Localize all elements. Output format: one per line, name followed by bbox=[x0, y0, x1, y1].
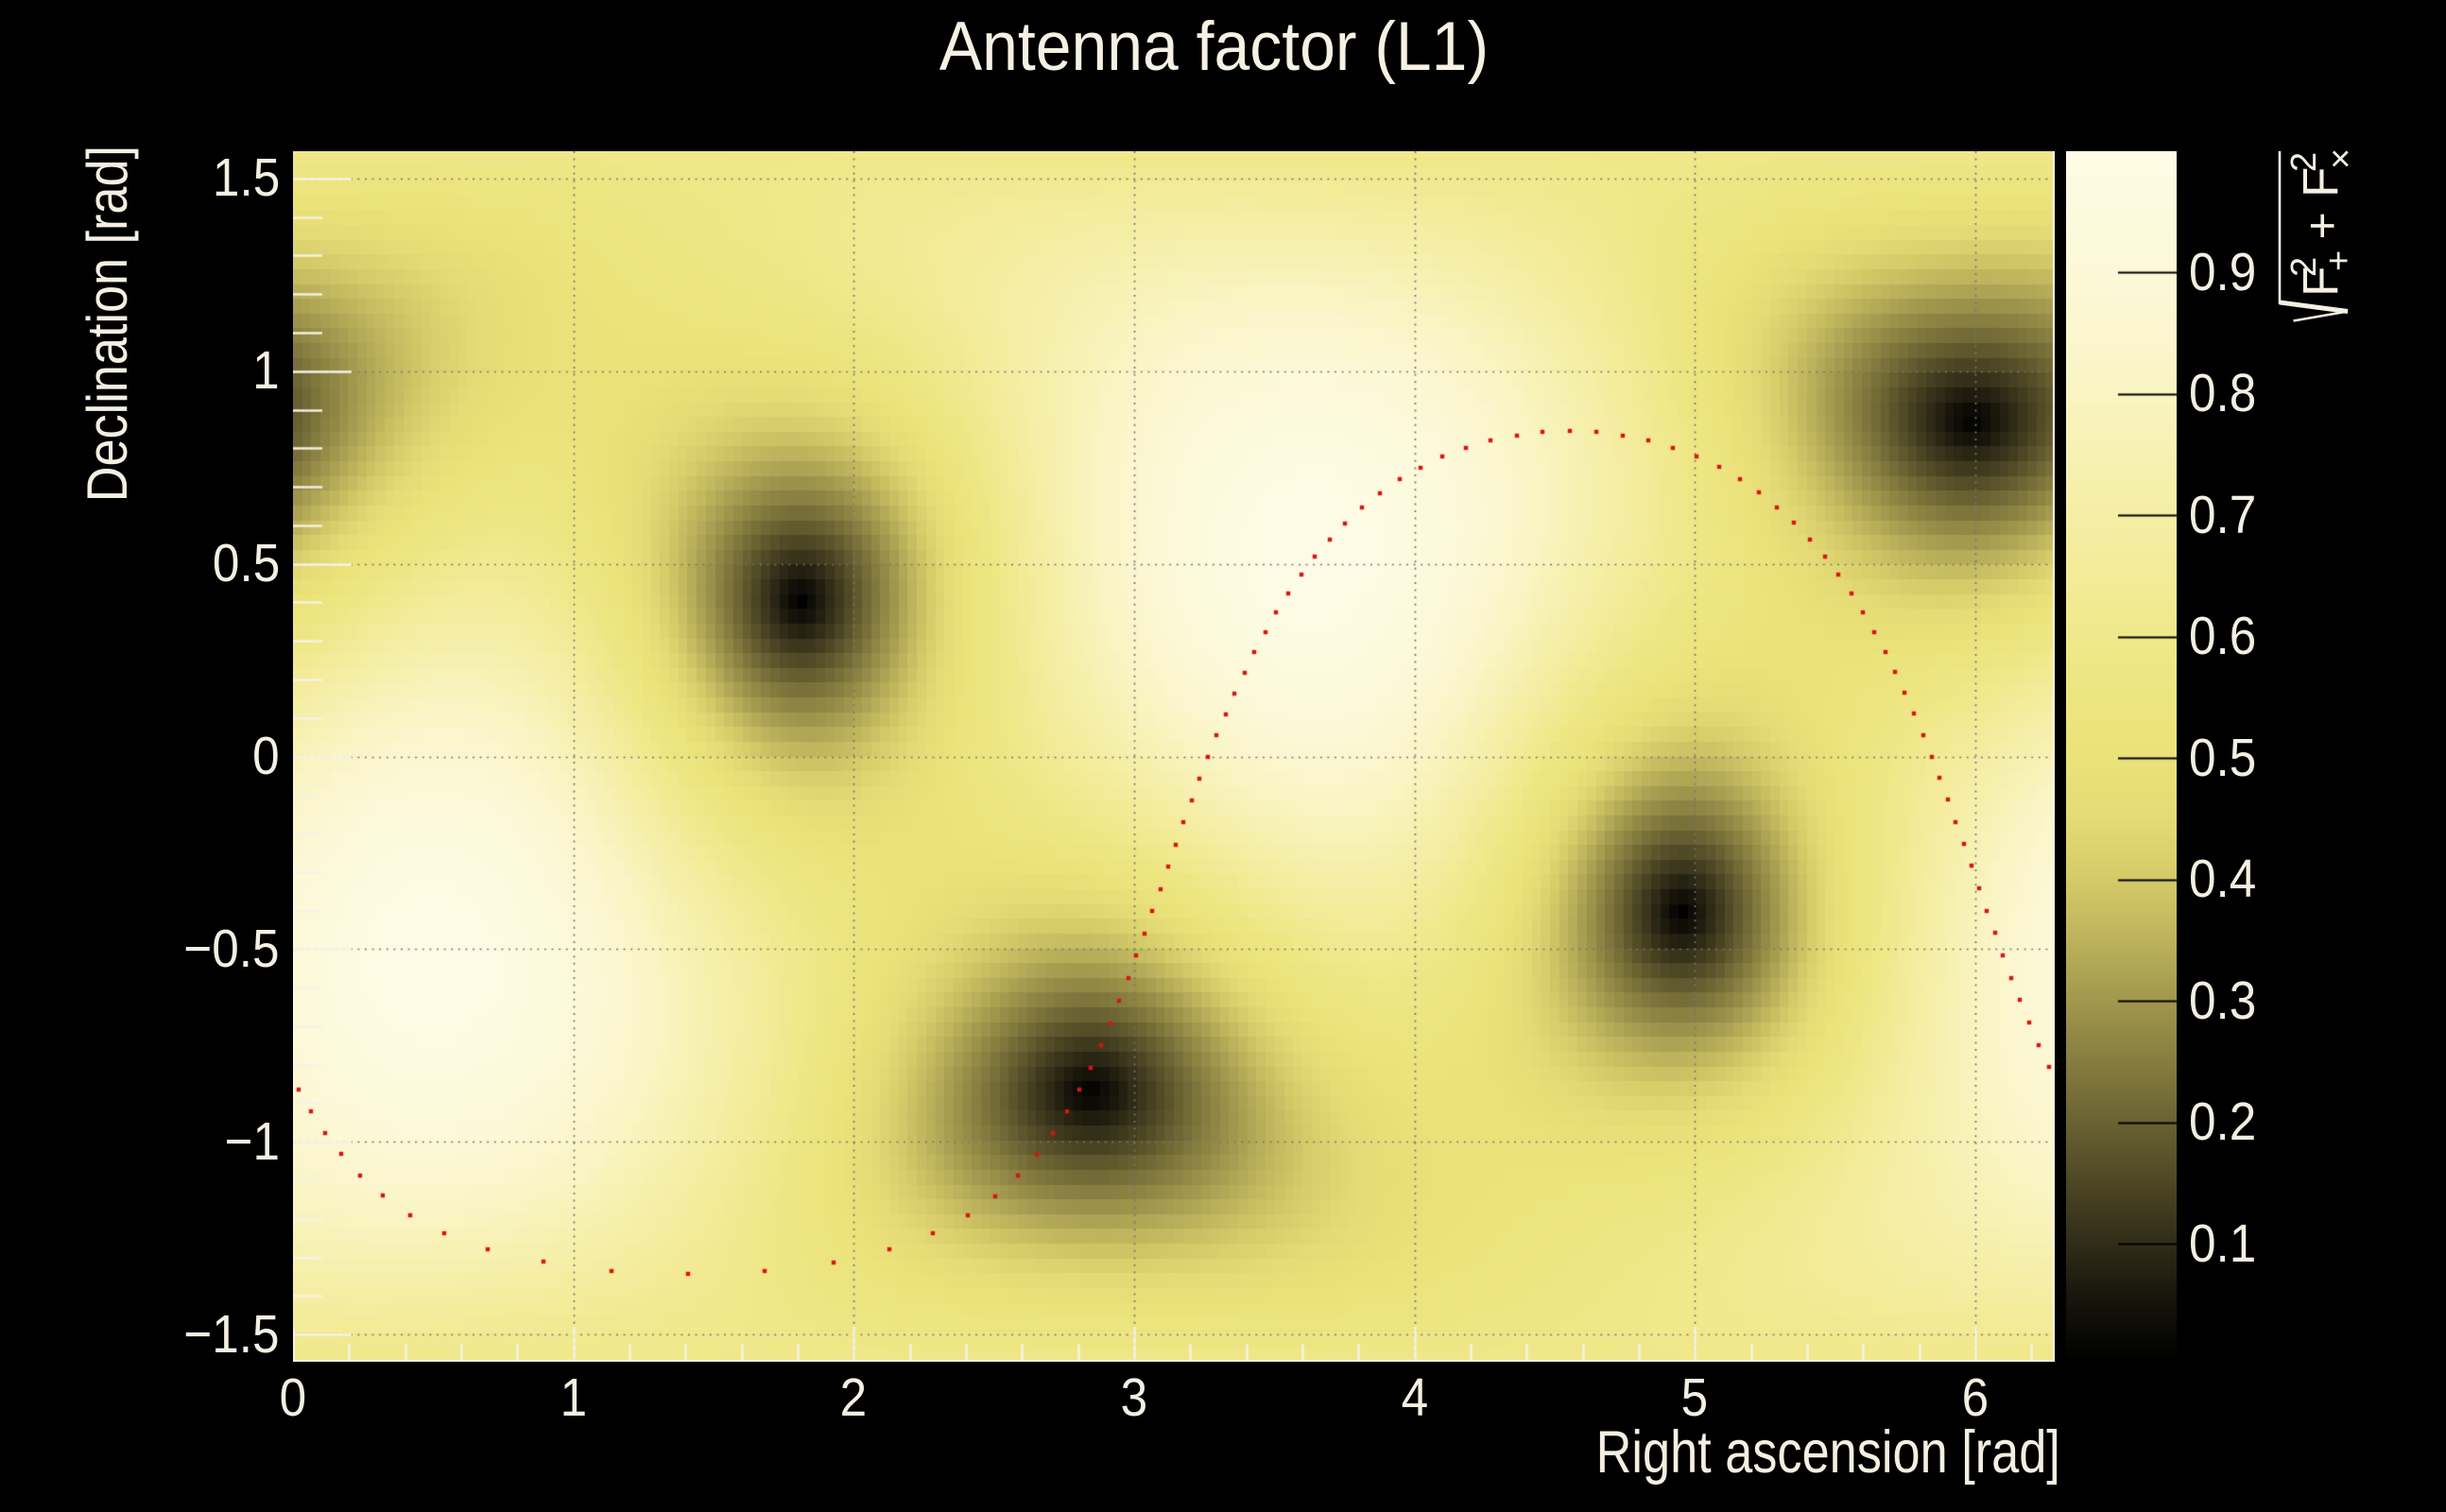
svg-text:+: + bbox=[2319, 250, 2359, 271]
svg-text:F: F bbox=[2294, 167, 2350, 198]
svg-text:+: + bbox=[2296, 212, 2349, 239]
svg-text:×: × bbox=[2321, 148, 2361, 169]
svg-text:2: 2 bbox=[2284, 257, 2324, 277]
svg-text:2: 2 bbox=[2284, 152, 2324, 172]
svg-text:F: F bbox=[2294, 266, 2350, 297]
